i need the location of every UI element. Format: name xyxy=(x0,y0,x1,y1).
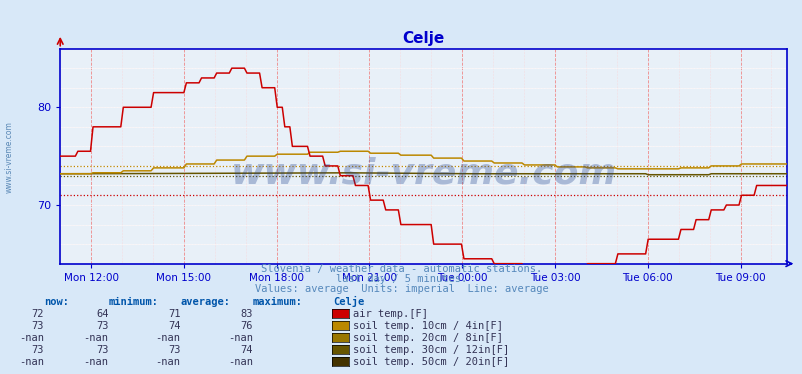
Text: maximum:: maximum: xyxy=(253,297,302,307)
Text: 72: 72 xyxy=(31,309,44,319)
Text: -nan: -nan xyxy=(156,357,180,367)
Text: average:: average: xyxy=(180,297,230,307)
Text: soil temp. 50cm / 20in[F]: soil temp. 50cm / 20in[F] xyxy=(353,357,509,367)
Text: Celje: Celje xyxy=(333,296,364,307)
Text: Values: average  Units: imperial  Line: average: Values: average Units: imperial Line: av… xyxy=(254,285,548,294)
Text: 73: 73 xyxy=(31,321,44,331)
Text: soil temp. 20cm / 8in[F]: soil temp. 20cm / 8in[F] xyxy=(353,333,503,343)
Text: -nan: -nan xyxy=(19,357,44,367)
Text: Slovenia / weather data - automatic stations.: Slovenia / weather data - automatic stat… xyxy=(261,264,541,274)
Text: -nan: -nan xyxy=(228,333,253,343)
Text: 73: 73 xyxy=(95,345,108,355)
Text: 76: 76 xyxy=(240,321,253,331)
Text: 74: 74 xyxy=(240,345,253,355)
Text: -nan: -nan xyxy=(19,333,44,343)
Text: 83: 83 xyxy=(240,309,253,319)
Title: Celje: Celje xyxy=(402,31,444,46)
Text: now:: now: xyxy=(44,297,69,307)
Text: 64: 64 xyxy=(95,309,108,319)
Text: -nan: -nan xyxy=(83,333,108,343)
Text: -nan: -nan xyxy=(228,357,253,367)
Text: 74: 74 xyxy=(168,321,180,331)
Text: 73: 73 xyxy=(168,345,180,355)
Text: soil temp. 10cm / 4in[F]: soil temp. 10cm / 4in[F] xyxy=(353,321,503,331)
Text: 71: 71 xyxy=(168,309,180,319)
Text: soil temp. 30cm / 12in[F]: soil temp. 30cm / 12in[F] xyxy=(353,345,509,355)
Text: -nan: -nan xyxy=(156,333,180,343)
Text: 73: 73 xyxy=(95,321,108,331)
Text: -nan: -nan xyxy=(83,357,108,367)
Text: air temp.[F]: air temp.[F] xyxy=(353,309,427,319)
Text: 73: 73 xyxy=(31,345,44,355)
Text: www.si-vreme.com: www.si-vreme.com xyxy=(5,121,14,193)
Text: last day / 5 minutes.: last day / 5 minutes. xyxy=(335,275,467,284)
Text: minimum:: minimum: xyxy=(108,297,158,307)
Text: www.si-vreme.com: www.si-vreme.com xyxy=(230,156,616,190)
